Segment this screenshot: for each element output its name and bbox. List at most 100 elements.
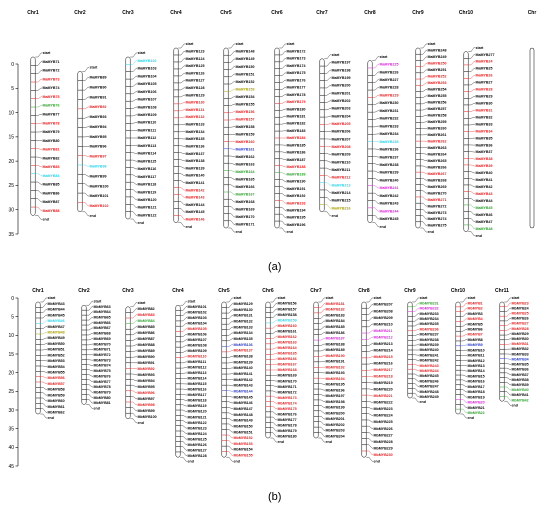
gene-connector [130, 413, 137, 417]
gene-label: MaMYB44 [476, 199, 493, 203]
gene-connector [270, 390, 277, 393]
gene-label: MbMYB127 [188, 448, 207, 452]
gene-connector [226, 361, 233, 364]
chromosome-title: Chr11 [495, 288, 509, 294]
gene-connector [460, 297, 467, 303]
b-chromosome-3: Chr3 start MbMYB82 MbMYB83 MbMYB84 MbMYB85 MbM… [122, 288, 156, 425]
gene-label: MbMYB21 [468, 406, 485, 410]
gene-label: MbMYB191 [326, 360, 345, 364]
gene-label: MbMYB45 [48, 313, 65, 317]
chromosome-start-label: start [138, 301, 147, 305]
gene-label: MbMYB3 [468, 312, 483, 316]
b-chromosome-2: Chr2startMbMYB63MbMYB64MbMYB65MbMYB66MbM… [78, 288, 110, 411]
gene-label: MbMYB163 [278, 341, 297, 345]
gene-connector [412, 378, 419, 382]
gene-label: MbMYB122 [188, 421, 207, 425]
gene-label: MbMYB29 [512, 332, 529, 336]
gene-label: MaMYB144 [186, 203, 205, 207]
gene-label: MaMYB115 [138, 159, 157, 163]
gene-connector [130, 302, 137, 307]
gene-connector [82, 211, 89, 216]
gene-label: MaMYB29 [476, 95, 493, 99]
chromosome-title: Chr4 [172, 288, 184, 294]
panel-b-chromosome-map: 0 5 10 15 20 25 30 35 40 45 Chr1 start MbMYB43 MbMYB4… [8, 288, 528, 470]
gene-label: MbMYB186 [326, 331, 345, 335]
gene-connector [228, 111, 235, 113]
gene-connector [35, 215, 42, 220]
gene-connector [270, 342, 277, 345]
chromosome-title: Chr3 [122, 10, 134, 16]
gene-connector [366, 450, 373, 455]
gene-label: MaMYB181 [287, 115, 306, 119]
gene-connector [372, 170, 379, 173]
a-chromosome-5: Chr5 start MaMYB148 MaMYB149 MaMYB150 MaMYB15… [220, 10, 254, 234]
gene-label: MbMYB238 [420, 338, 439, 342]
gene-label: MbMYB180 [278, 435, 297, 439]
gene-label: MaMYB118 [138, 183, 157, 187]
gene-label: MbMYB107 [188, 338, 207, 342]
gene-connector [366, 356, 373, 359]
gene-connector [468, 75, 475, 79]
gene-connector [412, 318, 419, 322]
gene-label: MaMYB148 [236, 50, 255, 54]
gene-connector [228, 73, 235, 77]
gene-connector [420, 153, 427, 155]
gene-label: MaMYB265 [428, 159, 447, 163]
gene-connector [420, 227, 427, 233]
gene-connector [318, 338, 325, 341]
gene-label: MbMYB78 [94, 385, 111, 389]
gene-label: MaMYB199 [332, 76, 351, 80]
gene-label: MbMYB59 [48, 393, 65, 397]
gene-label: MaMYB96 [90, 145, 107, 149]
b-scale-tick-label: 5 [11, 314, 14, 320]
chromosome-start-label: start [90, 66, 99, 70]
chromosome-title: Chr2 [78, 288, 90, 294]
gene-label: MaMYB273 [428, 211, 447, 215]
gene-label: MbMYB169 [278, 374, 297, 378]
gene-connector [279, 43, 286, 49]
gene-label: MbMYB86 [138, 331, 155, 335]
gene-label: MaMYB79 [43, 130, 60, 134]
gene-label: MaMYB139 [186, 166, 205, 170]
gene-label: MaMYB259 [428, 120, 447, 124]
gene-connector [35, 156, 42, 159]
gene-label: MaMYB87 [43, 200, 60, 204]
gene-label: MbMYB136 [234, 343, 253, 347]
chromosome-start-label: start [234, 296, 243, 300]
gene-connector [86, 322, 93, 326]
gene-label: MaMYB262 [428, 139, 447, 143]
gene-connector [468, 117, 475, 119]
gene-label: MbMYB1 [468, 301, 483, 305]
gene-label: MaMYB270 [428, 191, 447, 195]
gene-label: MaMYB239 [380, 171, 399, 175]
gene-connector [86, 389, 93, 393]
gene-connector [40, 303, 47, 308]
gene-connector [412, 334, 419, 336]
gene-label: MbMYB67 [94, 326, 111, 330]
chromosome-title: Chr9 [412, 10, 424, 16]
gene-label: MaMYB130 [186, 101, 205, 105]
gene-label: MaMYB186 [287, 151, 306, 155]
chromosome-start-label: start [94, 299, 103, 303]
gene-label: MaMYB112 [138, 136, 157, 140]
gene-connector [504, 313, 511, 317]
gene-label: MaMYB170 [236, 215, 255, 219]
gene-connector [468, 89, 475, 92]
gene-label: MbMYB248 [420, 390, 439, 394]
gene-connector [130, 159, 137, 162]
gene-connector [279, 51, 286, 56]
gene-label: MbMYB228 [374, 440, 393, 444]
gene-label: MaMYB230 [380, 101, 399, 105]
gene-connector [270, 385, 277, 387]
gene-label: MaMYB77 [43, 113, 60, 117]
gene-connector [412, 339, 419, 341]
gene-connector [366, 363, 373, 365]
gene-connector [279, 207, 286, 211]
chromosome-end-label: end [43, 218, 49, 222]
gene-connector [130, 373, 137, 375]
gene-label: MbMYB104 [188, 321, 207, 325]
gene-label: MbMYB193 [326, 371, 345, 375]
gene-connector [372, 87, 379, 91]
gene-label: MbMYB9 [468, 343, 483, 347]
